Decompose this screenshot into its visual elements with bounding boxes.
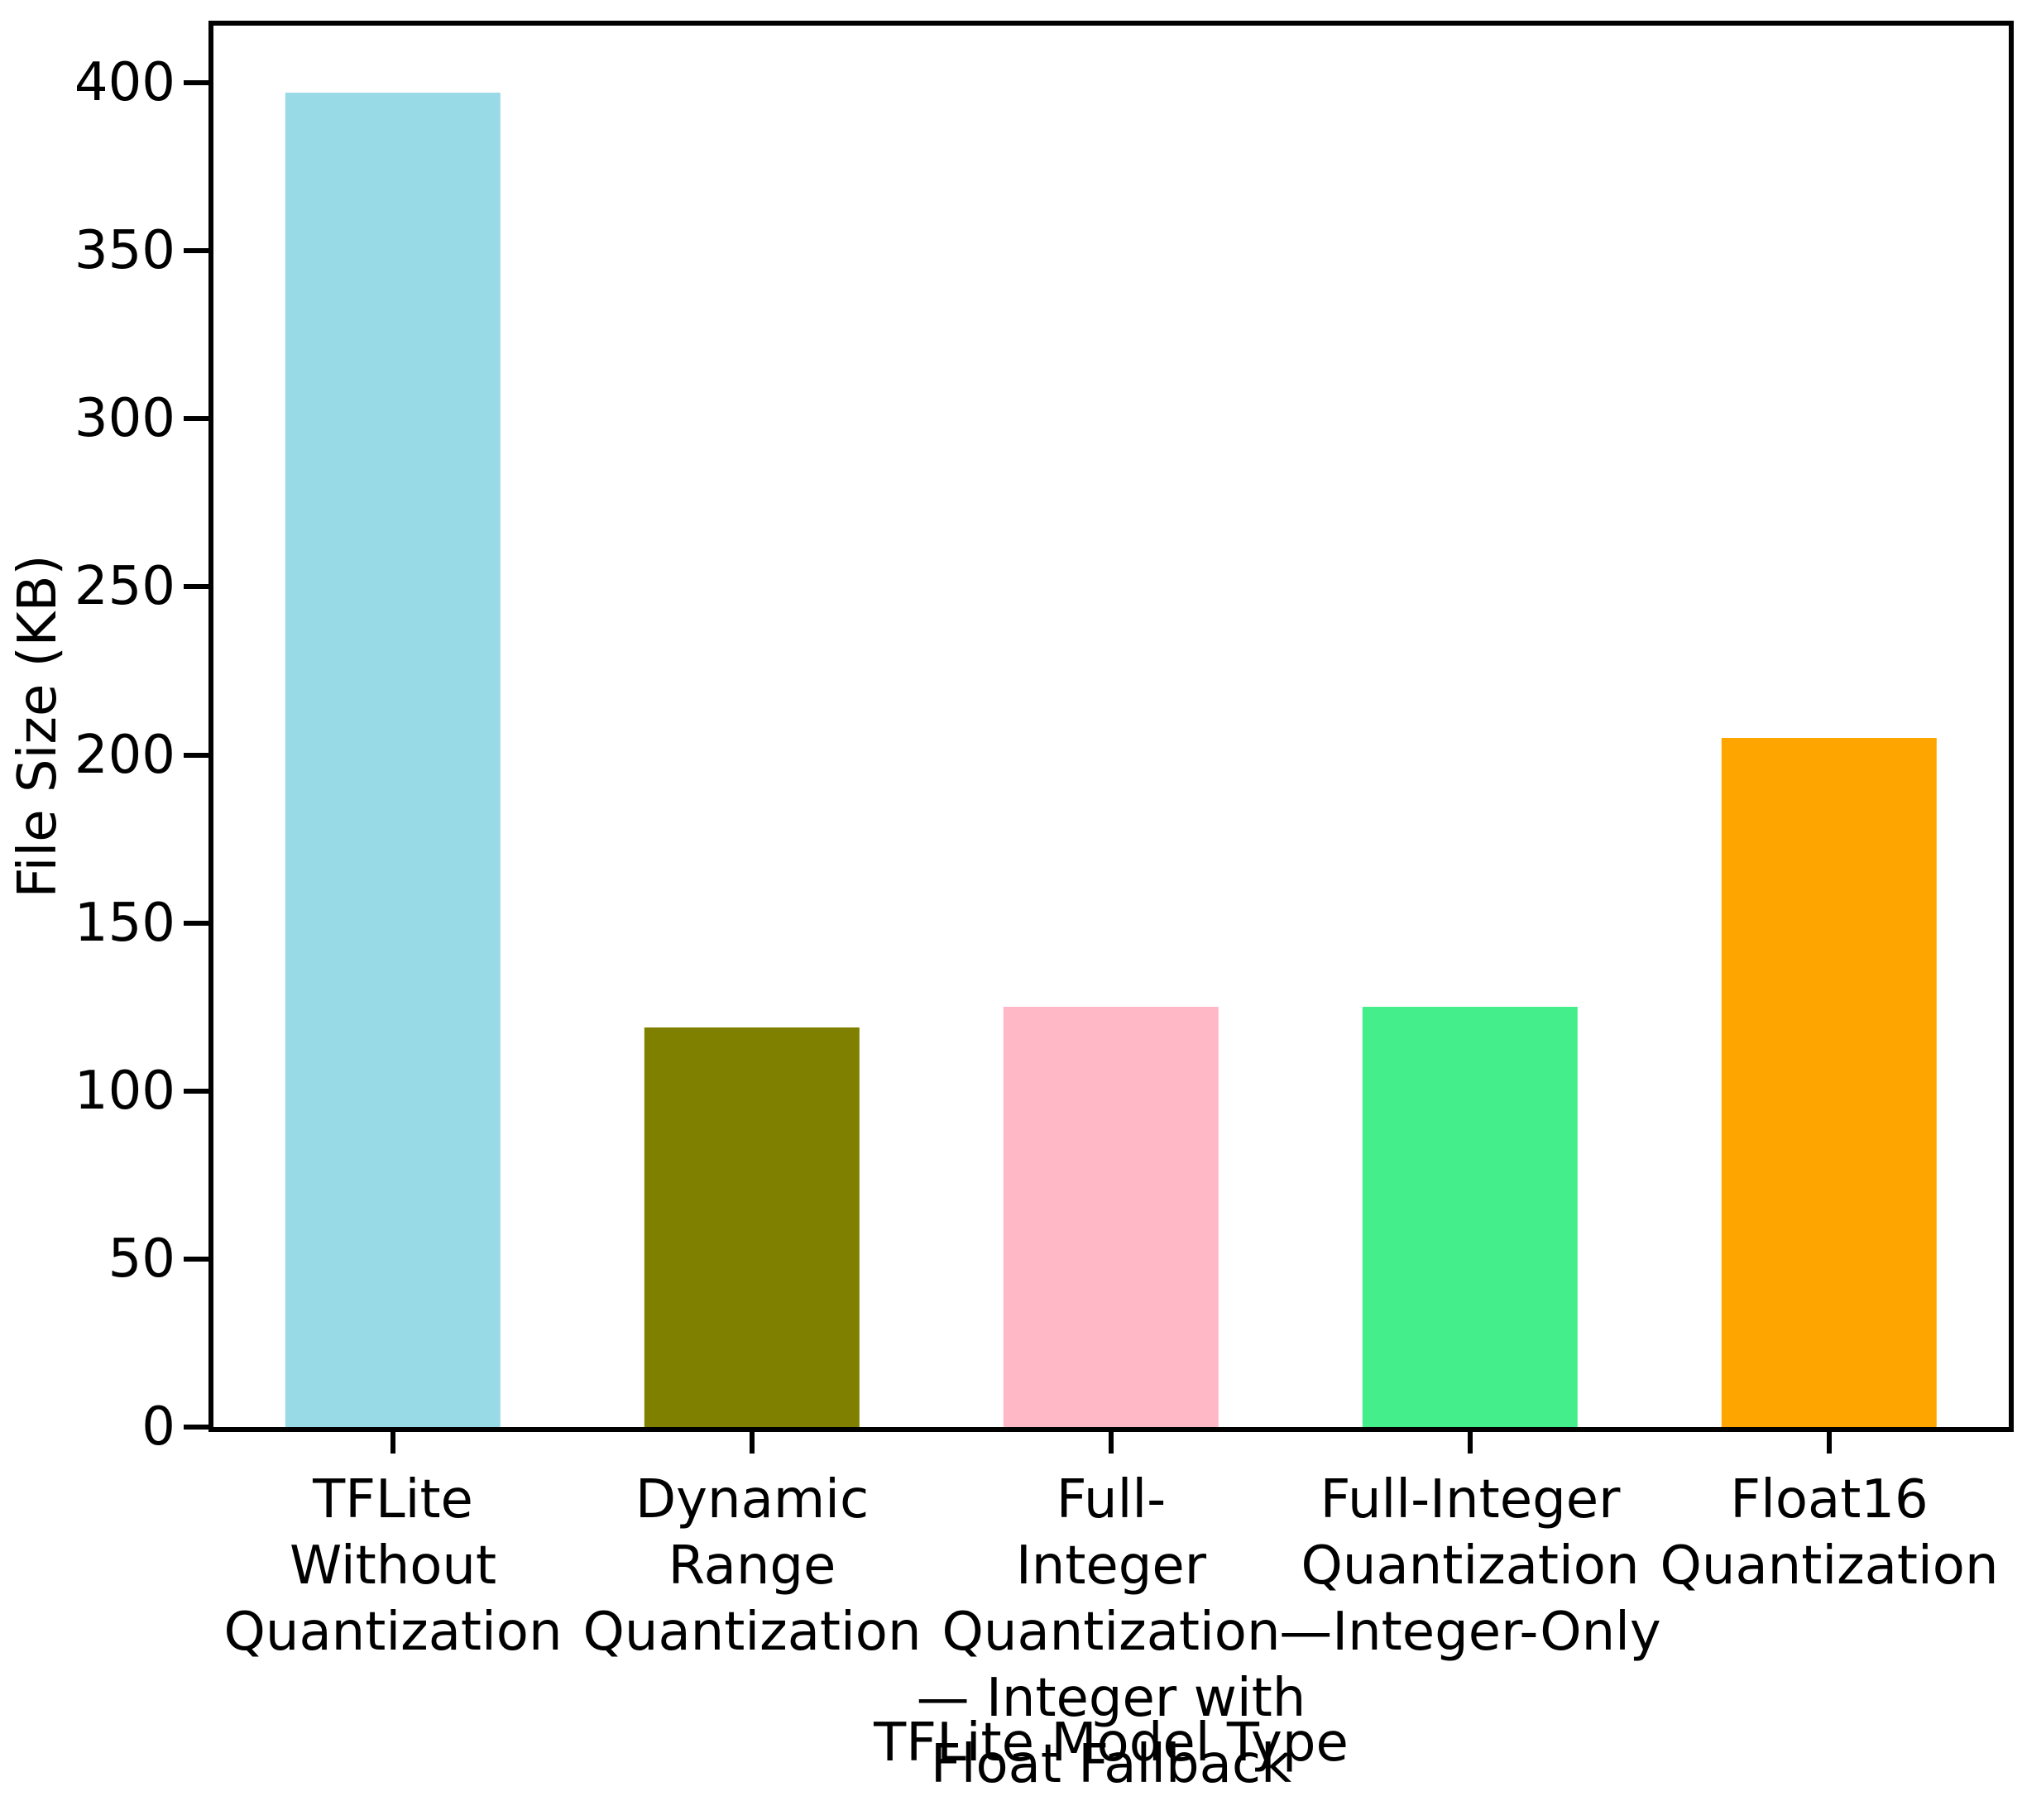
bar-2: [644, 1027, 860, 1427]
y-tick-label: 200: [74, 724, 175, 786]
x-tick-label: Float16 Quantization: [1660, 1469, 1999, 1597]
bar-1: [285, 93, 501, 1427]
y-tick-mark: [184, 920, 208, 926]
y-tick-mark: [184, 584, 208, 590]
x-axis-label: TFLite Model Type: [874, 1712, 1349, 1774]
bar-3: [1003, 1007, 1219, 1427]
bar-4: [1362, 1007, 1579, 1427]
bar-5: [1721, 738, 1938, 1427]
y-tick-label: 400: [74, 52, 175, 114]
y-tick-label: 300: [74, 388, 175, 450]
y-tick-mark: [184, 752, 208, 758]
x-tick-mark: [391, 1432, 395, 1454]
y-tick-label: 250: [74, 556, 175, 618]
y-tick-mark: [184, 80, 208, 86]
x-tick-label: Full- Integer Quantization — Integer wit…: [916, 1469, 1306, 1795]
y-tick-mark: [184, 1088, 208, 1094]
x-tick-label: Full-Integer Quantization —Integer-Only: [1279, 1469, 1661, 1663]
y-axis-label: File Size (KB): [7, 554, 69, 898]
x-tick-label: TFLite Without Quantization: [223, 1469, 563, 1663]
x-tick-mark: [1468, 1432, 1473, 1454]
y-tick-mark: [184, 1425, 208, 1430]
y-tick-label: 50: [108, 1228, 175, 1290]
x-tick-mark: [1827, 1432, 1832, 1454]
y-tick-mark: [184, 1256, 208, 1262]
y-tick-label: 350: [74, 220, 175, 282]
x-tick-mark: [1109, 1432, 1114, 1454]
x-tick-label: Dynamic Range Quantization: [582, 1469, 922, 1663]
y-tick-label: 150: [74, 892, 175, 954]
y-tick-label: 100: [74, 1060, 175, 1122]
y-tick-mark: [184, 248, 208, 254]
y-tick-mark: [184, 416, 208, 422]
x-tick-mark: [750, 1432, 755, 1454]
plot-area: File Size (KB) TFLite Model Type 0 50 100 1…: [7, 21, 2014, 1795]
y-tick-label: 0: [141, 1396, 175, 1458]
